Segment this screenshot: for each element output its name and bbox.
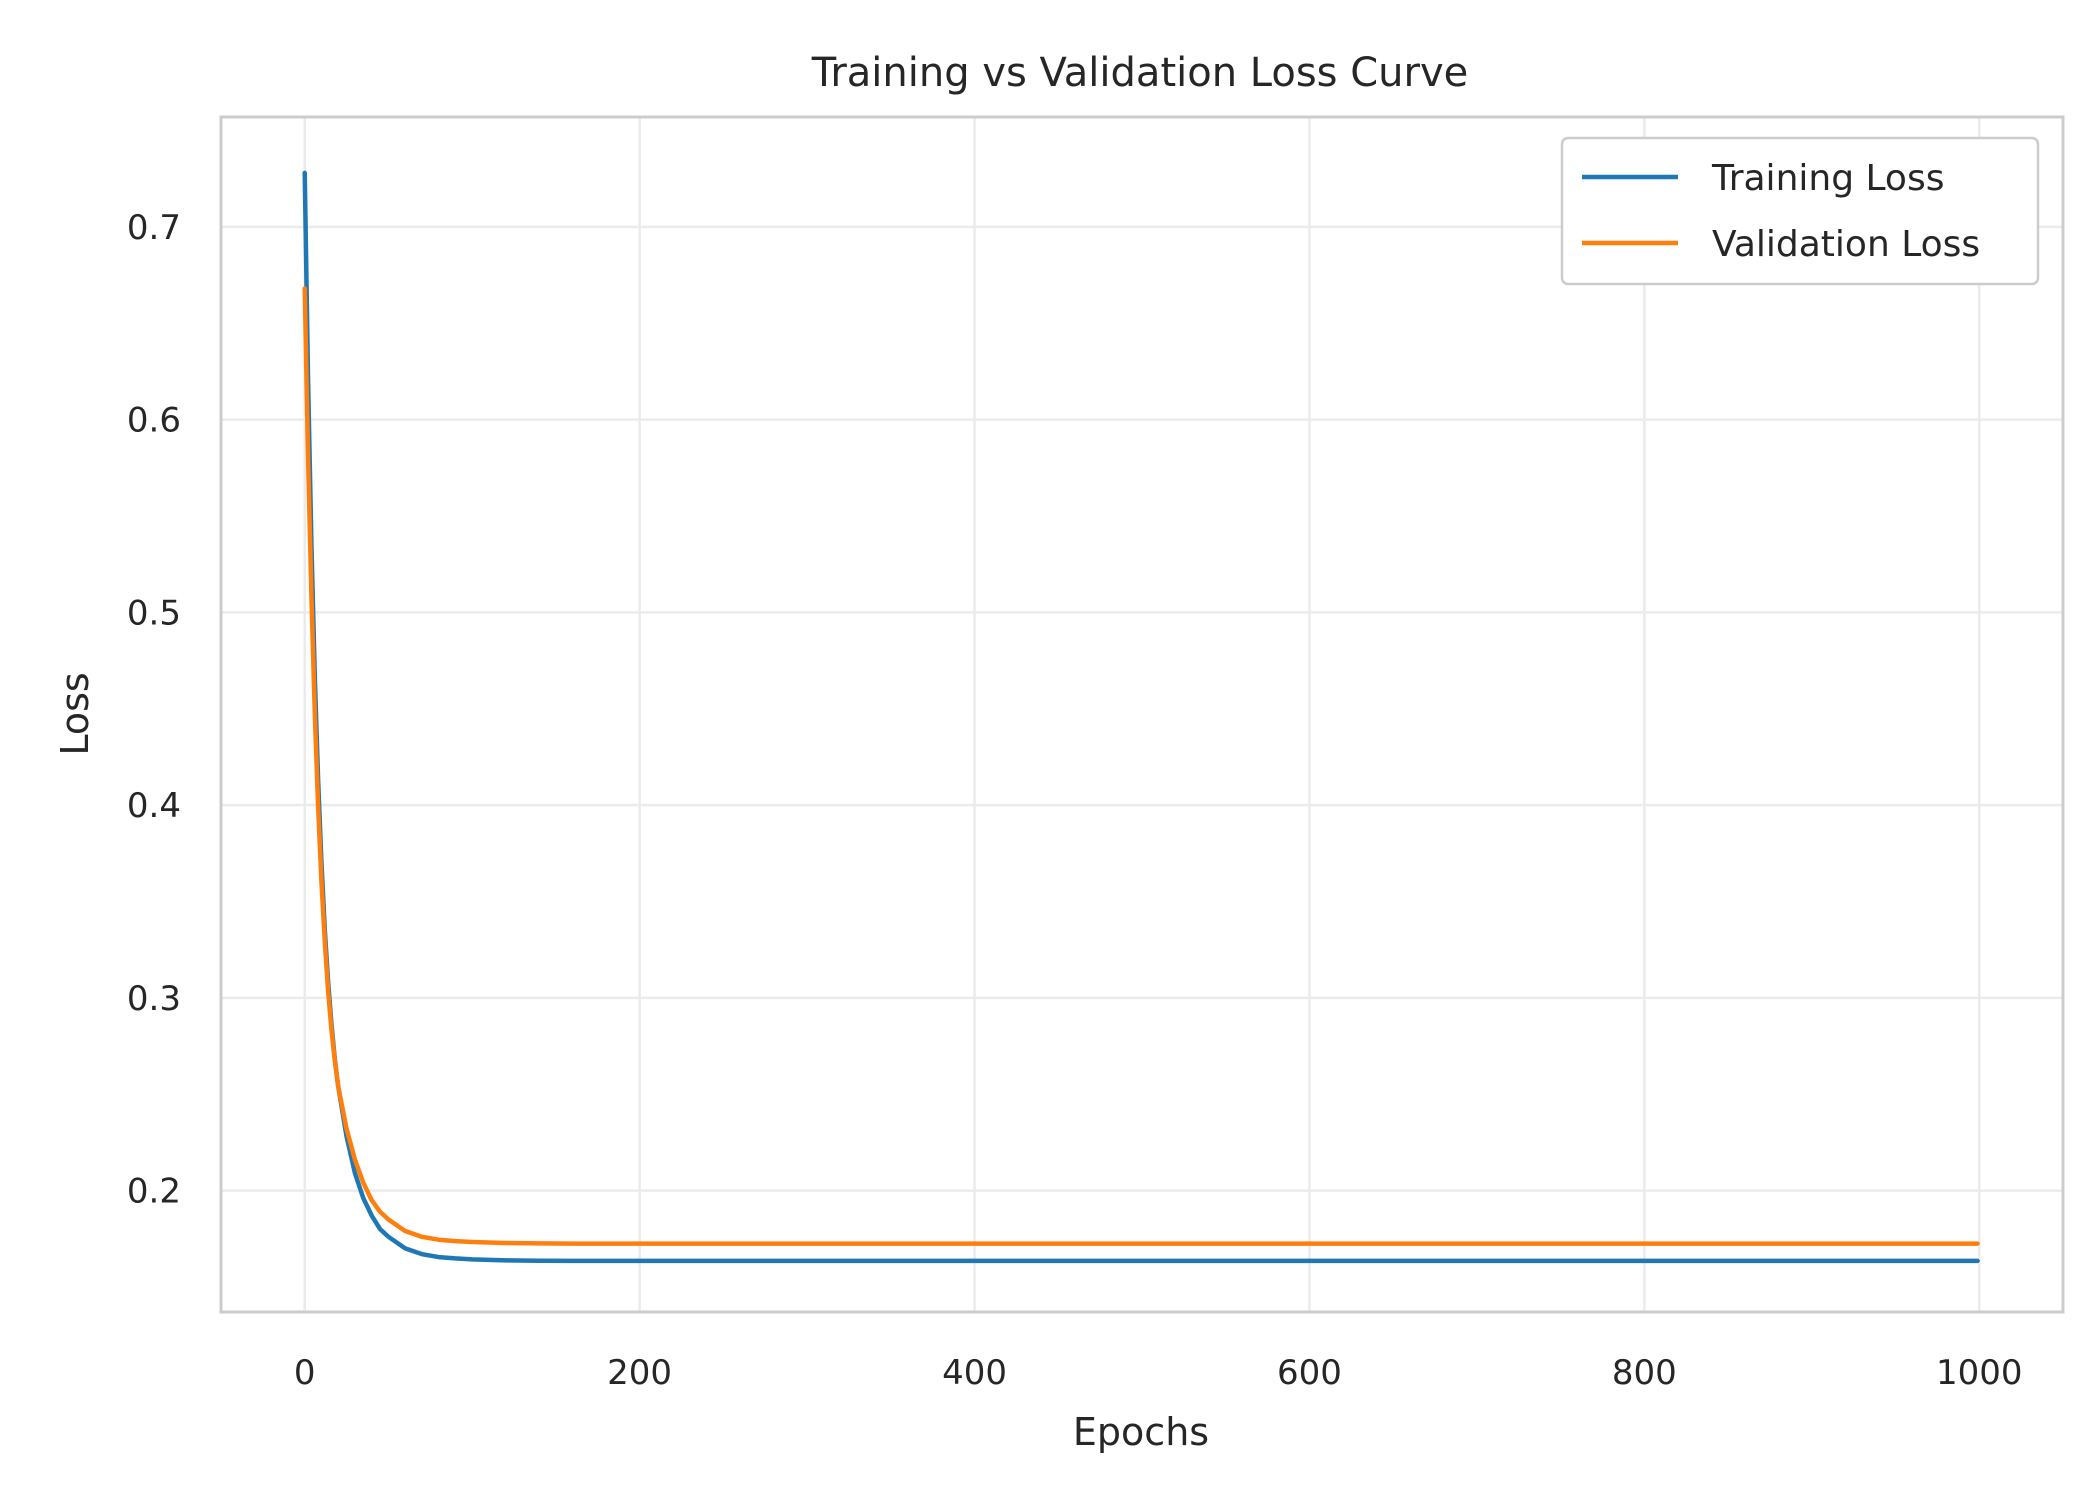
x-tick-label: 1000 xyxy=(1936,1353,2023,1393)
x-tick-label: 200 xyxy=(607,1353,672,1393)
y-tick-label: 0.7 xyxy=(127,208,181,248)
legend-entry-label: Validation Loss xyxy=(1712,224,1980,265)
y-tick-label: 0.4 xyxy=(127,786,181,826)
x-tick-labels: 0 200 400 600 800 1000 xyxy=(294,1353,2023,1393)
legend-entry-label: Training Loss xyxy=(1711,158,1944,199)
legend: Training Loss Validation Loss xyxy=(1560,136,2040,286)
series-line-validation-loss xyxy=(302,286,1980,1246)
y-tick-label: 0.2 xyxy=(127,1172,181,1212)
y-tick-label: 0.6 xyxy=(127,401,181,441)
y-tick-label: 0.3 xyxy=(127,979,181,1019)
x-tick-label: 600 xyxy=(1277,1353,1342,1393)
series-lines xyxy=(302,170,1980,1264)
x-tick-label: 800 xyxy=(1612,1353,1677,1393)
chart-title: Training vs Validation Loss Curve xyxy=(811,50,1468,96)
x-tick-label: 400 xyxy=(942,1353,1007,1393)
x-axis-label: Epochs xyxy=(1073,1410,1209,1454)
x-tick-label: 0 xyxy=(294,1353,316,1393)
legend-box xyxy=(1560,136,2040,286)
y-tick-labels: 0.2 0.3 0.4 0.5 0.6 0.7 xyxy=(127,208,181,1212)
plot-frame xyxy=(219,115,2065,1314)
grid xyxy=(221,117,2063,1312)
y-tick-label: 0.5 xyxy=(127,593,181,633)
y-axis-label: Loss xyxy=(53,672,97,755)
